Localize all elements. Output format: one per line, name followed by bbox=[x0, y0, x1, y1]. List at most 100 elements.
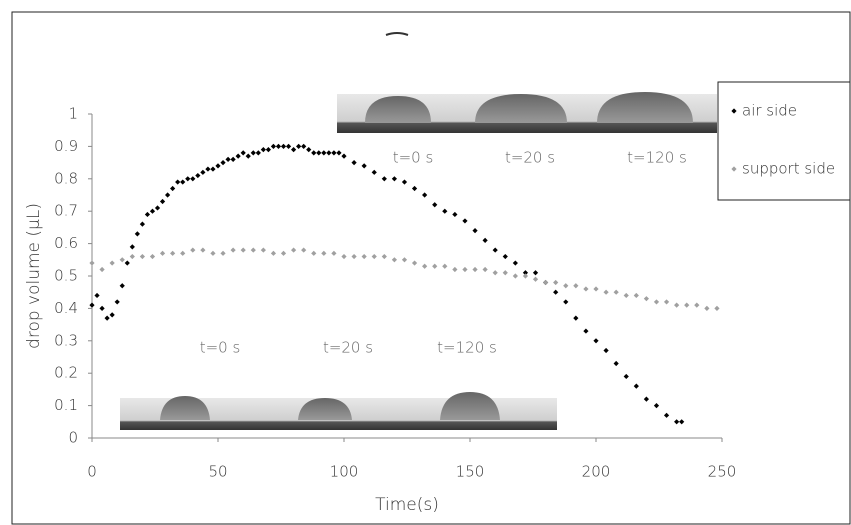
point bbox=[663, 299, 670, 305]
point bbox=[411, 185, 418, 192]
point bbox=[250, 150, 256, 156]
y-tick-label: 0.7 bbox=[54, 202, 78, 220]
point bbox=[200, 247, 206, 253]
point bbox=[391, 257, 397, 263]
artifact bbox=[385, 32, 409, 36]
point bbox=[255, 150, 261, 156]
point bbox=[573, 283, 579, 289]
point bbox=[442, 263, 448, 269]
y-tick-label: 0.6 bbox=[54, 234, 78, 252]
point bbox=[432, 263, 438, 269]
point bbox=[553, 289, 559, 295]
point bbox=[336, 150, 342, 156]
point bbox=[170, 185, 176, 192]
point bbox=[159, 198, 166, 205]
point bbox=[129, 244, 135, 250]
point bbox=[351, 160, 357, 166]
point bbox=[482, 266, 488, 273]
point bbox=[502, 253, 508, 260]
point bbox=[643, 296, 649, 302]
point bbox=[154, 205, 161, 211]
point bbox=[240, 247, 246, 253]
point bbox=[442, 208, 448, 214]
point bbox=[331, 150, 337, 156]
point bbox=[714, 305, 720, 311]
point bbox=[104, 315, 110, 321]
point bbox=[381, 176, 387, 182]
point bbox=[265, 147, 271, 153]
point bbox=[603, 289, 609, 295]
point bbox=[422, 192, 428, 198]
point bbox=[532, 276, 539, 282]
point bbox=[371, 253, 377, 260]
point bbox=[341, 153, 347, 159]
y-tick-label: 1 bbox=[68, 105, 78, 123]
point bbox=[235, 153, 241, 159]
point bbox=[704, 305, 710, 311]
point bbox=[633, 383, 639, 389]
x-tick-label: 100 bbox=[330, 463, 359, 481]
y-tick-label: 0 bbox=[68, 429, 78, 447]
point bbox=[351, 253, 357, 260]
point bbox=[623, 292, 629, 299]
point bbox=[134, 231, 140, 237]
point bbox=[210, 166, 216, 172]
x-axis-title: Time(s) bbox=[375, 495, 439, 515]
annotation: t=20 s bbox=[505, 149, 555, 167]
point bbox=[260, 147, 266, 153]
point bbox=[124, 260, 130, 266]
point bbox=[205, 166, 211, 172]
point bbox=[331, 250, 337, 256]
point bbox=[432, 202, 438, 208]
point bbox=[291, 247, 297, 253]
point bbox=[613, 360, 619, 367]
point bbox=[165, 192, 171, 198]
point bbox=[311, 250, 317, 256]
point bbox=[149, 208, 156, 214]
point bbox=[109, 260, 115, 266]
point bbox=[250, 247, 256, 253]
x-tick-label: 250 bbox=[708, 463, 737, 481]
point bbox=[275, 143, 282, 149]
point bbox=[401, 179, 408, 185]
point bbox=[492, 247, 498, 253]
point bbox=[371, 169, 377, 175]
point bbox=[653, 403, 660, 409]
point bbox=[180, 250, 186, 256]
point bbox=[573, 315, 579, 321]
point bbox=[663, 412, 670, 418]
x-tick-label: 200 bbox=[582, 463, 611, 481]
point bbox=[321, 250, 327, 256]
point bbox=[200, 169, 206, 175]
legend-label: support side bbox=[742, 160, 835, 178]
point bbox=[326, 150, 332, 156]
point bbox=[301, 247, 307, 253]
point bbox=[563, 283, 569, 289]
y-tick-label: 0.1 bbox=[54, 396, 78, 414]
point bbox=[230, 156, 236, 162]
point bbox=[583, 286, 589, 292]
y-tick-label: 0.3 bbox=[54, 331, 78, 349]
point bbox=[361, 163, 367, 169]
point bbox=[94, 292, 100, 299]
point bbox=[190, 247, 196, 253]
point bbox=[422, 263, 428, 269]
point bbox=[185, 176, 191, 182]
point bbox=[210, 250, 216, 256]
point bbox=[175, 179, 181, 185]
point bbox=[522, 273, 529, 279]
point bbox=[280, 143, 287, 149]
x-tick-label: 0 bbox=[87, 463, 97, 481]
point bbox=[381, 253, 387, 260]
point bbox=[270, 250, 277, 256]
point bbox=[301, 143, 307, 149]
point bbox=[613, 289, 619, 295]
point bbox=[321, 150, 327, 156]
legend-label: air side bbox=[742, 102, 797, 120]
point bbox=[316, 150, 322, 156]
point bbox=[603, 347, 609, 354]
point bbox=[492, 270, 498, 276]
point bbox=[593, 338, 599, 344]
point bbox=[285, 143, 292, 149]
point bbox=[296, 143, 302, 149]
